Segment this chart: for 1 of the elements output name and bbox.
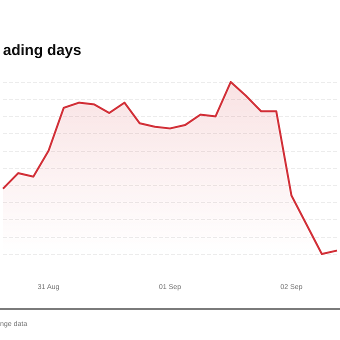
chart-title: ading days <box>3 42 82 59</box>
